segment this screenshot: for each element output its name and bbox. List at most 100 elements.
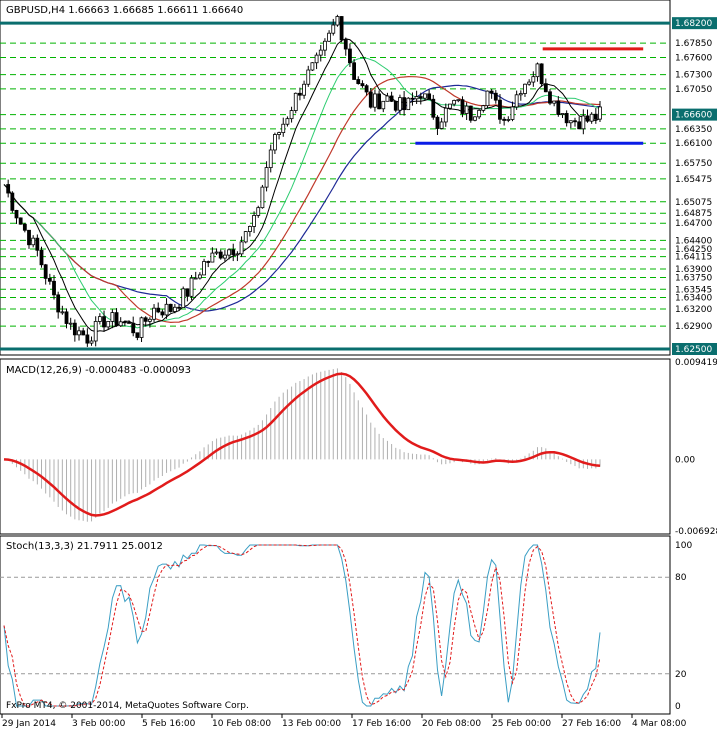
price-tick: 1.65750 (675, 159, 712, 169)
candle-body (114, 312, 119, 327)
candle-body (573, 120, 577, 123)
candle-body (172, 306, 177, 312)
candle-body (385, 95, 390, 102)
price-tick: 1.64400 (675, 236, 712, 246)
candle-body (218, 251, 223, 259)
x-label: 10 Feb 08:00 (212, 719, 271, 729)
candle-body (510, 106, 515, 120)
candle-body (77, 330, 81, 336)
x-label: 3 Feb 00:00 (72, 719, 126, 729)
candle-body (352, 62, 356, 80)
price-axis: 1.68200 1.67850 1.67600 1.67300 1.67050 1.666… (672, 17, 717, 355)
macd-tick: -0.006928 (675, 527, 717, 537)
candle-body (502, 118, 507, 121)
time-axis: 29 Jan 2014 3 Feb 00:00 5 Feb 16:00 10 Feb … (1, 714, 687, 729)
candle-body (539, 63, 544, 85)
candle-body (60, 311, 65, 314)
candle-body (264, 167, 269, 188)
candle-body (527, 81, 532, 85)
price-tick: 1.67050 (675, 85, 712, 95)
candle-body (47, 277, 52, 282)
candle-body (585, 115, 590, 122)
candle-body (239, 241, 244, 255)
price-tick: 1.63545 (675, 285, 712, 295)
candle-body (327, 32, 331, 42)
candle-body (156, 307, 161, 313)
candle-body (181, 288, 186, 309)
x-label: 27 Feb 16:00 (562, 719, 621, 729)
stoch-series: 100 80 20 0 (0, 541, 692, 712)
macd-pane[interactable] (0, 358, 671, 535)
candle-body (431, 98, 436, 118)
candle-body (377, 93, 382, 110)
candle-body (335, 16, 340, 26)
x-label: 17 Feb 16:00 (352, 719, 411, 729)
candle-body (489, 90, 494, 94)
candle-body (481, 105, 486, 111)
candle-body (423, 93, 427, 99)
stoch-pane[interactable] (0, 535, 671, 715)
candle-body (6, 184, 11, 194)
candle-body (568, 120, 573, 124)
candle-body (135, 332, 140, 338)
trend-lines[interactable] (415, 47, 644, 145)
candle-body (314, 54, 319, 64)
candle-body (72, 322, 77, 336)
price-tick: 1.64250 (675, 245, 712, 255)
price-tick: 1.63200 (675, 305, 712, 315)
candle-body (393, 100, 398, 111)
candle-body (106, 320, 111, 328)
candle-body (410, 97, 415, 100)
candle-body (64, 311, 69, 324)
candle-body (439, 121, 444, 129)
price-tick: 1.63750 (675, 274, 712, 284)
stoch-main-line (3, 544, 601, 707)
candle-body (339, 16, 344, 41)
price-tick: 1.64875 (675, 209, 712, 219)
candle-body (93, 321, 98, 342)
candle-body (189, 277, 194, 297)
stoch-tick: 20 (675, 670, 687, 680)
candle-body (285, 118, 290, 125)
candle-body (227, 249, 231, 256)
stoch-tick: 0 (675, 702, 681, 712)
candle-body (231, 249, 236, 255)
price-title: GBPUSD,H4 1.66663 1.66685 1.66611 1.6664… (6, 5, 243, 16)
price-tick: 1.64700 (675, 219, 712, 229)
candle-body (343, 39, 348, 50)
candle-body (118, 321, 123, 327)
candle-body (10, 192, 15, 211)
macd-signal-line (3, 372, 601, 517)
candle-body (18, 217, 23, 225)
macd-tick: 0.009419 (675, 358, 717, 368)
candle-body (202, 261, 206, 276)
candle-body (364, 85, 369, 93)
candle-body (43, 264, 48, 279)
price-tag (672, 108, 717, 121)
candle-body (185, 288, 190, 297)
stoch-signal-line (3, 544, 601, 707)
candle-body (39, 249, 44, 266)
candle-body (348, 48, 352, 64)
candle-body (552, 100, 557, 104)
candle-body (235, 253, 240, 256)
candle-body (506, 119, 511, 121)
candle-body (589, 113, 594, 122)
candle-body (52, 280, 56, 296)
candle-body (323, 40, 327, 51)
candle-body (273, 134, 277, 151)
candle-body (581, 115, 586, 130)
candle-body (214, 251, 219, 254)
price-tick: 1.63400 (675, 294, 712, 304)
candle-body (81, 330, 86, 336)
price-tick: 1.67300 (675, 71, 712, 81)
candle-body (268, 149, 273, 168)
price-pane[interactable] (0, 0, 671, 356)
candle-body (318, 49, 323, 56)
candle-body (277, 132, 281, 135)
candle-body (435, 116, 440, 129)
candle-body (147, 318, 152, 322)
price-tag (672, 17, 717, 30)
candle-body (464, 105, 469, 114)
